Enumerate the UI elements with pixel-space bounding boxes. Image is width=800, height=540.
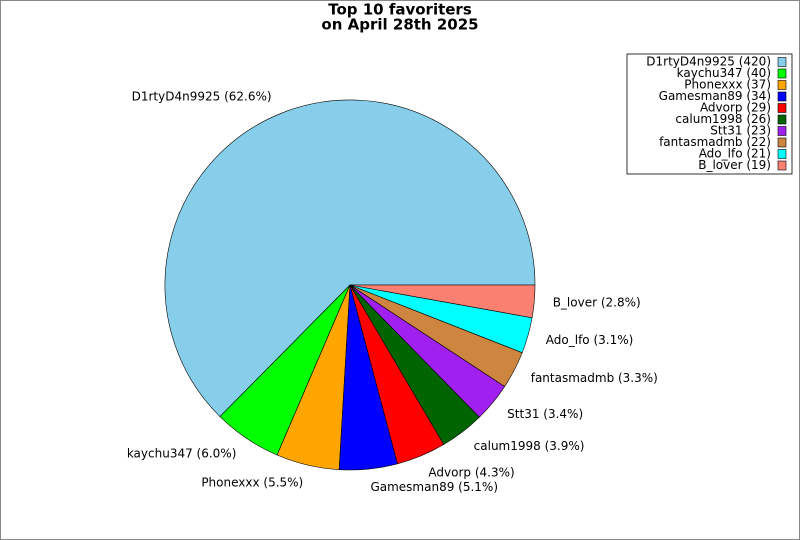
slice-label: fantasmadmb (3.3%) [531,371,658,385]
slice-label: Stt31 (3.4%) [507,407,583,421]
chart-title: Top 10 favoriters [328,1,472,19]
legend-swatch [777,160,787,171]
slice-label: Advorp (4.3%) [428,465,514,479]
legend-swatch [777,103,787,113]
legend-swatch [777,126,787,136]
legend-box [626,53,793,175]
legend-swatch [777,80,787,90]
legend-label: calum1998 (26) [675,112,771,126]
legend-label: Advorp (29) [700,101,771,115]
legend-swatch [777,91,787,102]
slice-label: D1rtyD4n9925 (62.6%) [132,90,272,104]
slice-label: kaychu347 (6.0%) [127,446,237,460]
legend-label: D1rtyD4n9925 (420) [646,55,771,69]
legend-swatch [777,114,787,125]
legend-label: kaychu347 (40) [677,66,771,80]
slice-label: B_lover (2.8%) [553,296,641,310]
slice-label: Phonexxx (5.5%) [201,476,303,490]
legend-swatch [777,57,787,67]
legend-label: Ado_lfo (21) [699,147,771,161]
legend-swatch [777,137,787,148]
legend-label: Gamesman89 (34) [659,89,771,103]
legend-label: Phonexxx (37) [684,78,771,92]
chart-subtitle: on April 28th 2025 [321,16,478,34]
legend-label: B_lover (19) [698,158,771,172]
slice-label: Gamesman89 (5.1%) [370,480,498,494]
legend-label: Stt31 (23) [710,124,771,138]
legend-swatch [777,68,787,79]
legend-swatch [777,149,787,159]
slice-label: Ado_lfo (3.1%) [546,333,634,347]
pie-slice [349,284,536,319]
pie-slice [164,99,536,418]
legend-label: fantasmadmb (22) [659,135,771,149]
slice-label: calum1998 (3.9%) [474,439,585,453]
